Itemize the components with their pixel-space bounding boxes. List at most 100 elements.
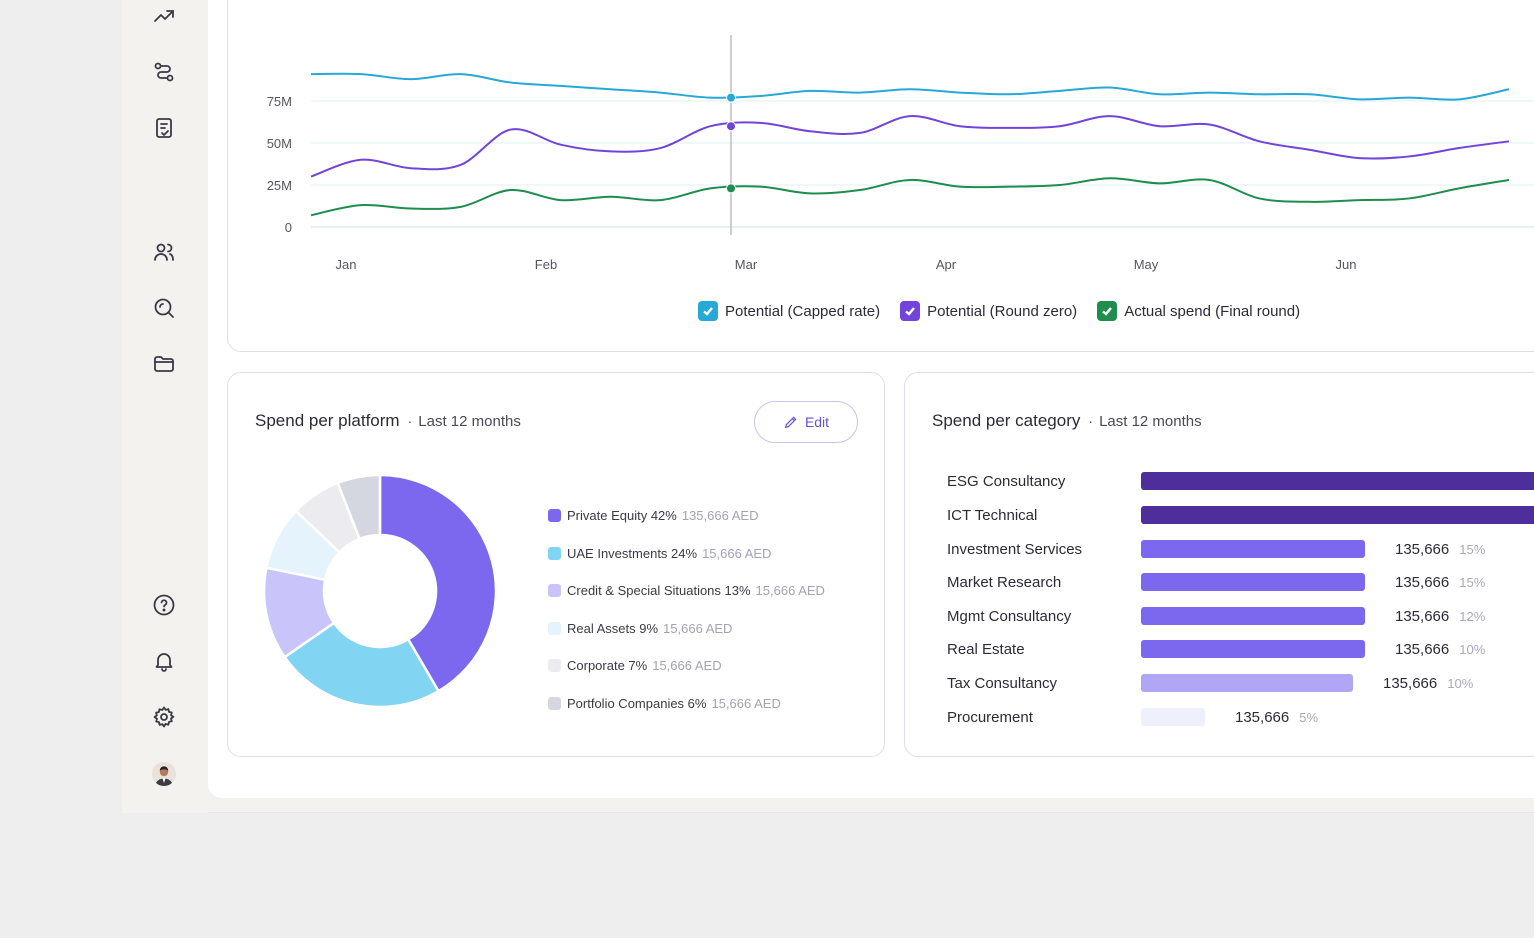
avatar[interactable] [152, 762, 176, 786]
pencil-icon [784, 416, 797, 429]
legend-swatch [548, 621, 561, 635]
category-bar[interactable] [1141, 640, 1365, 658]
platform-donut-chart [262, 473, 498, 709]
legend-checkbox[interactable]: Actual spend (Final round) [1097, 301, 1300, 321]
help-icon[interactable] [150, 591, 178, 619]
category-row: Real Estate 135,666 10% [947, 639, 1534, 659]
category-bar[interactable] [1141, 472, 1534, 490]
category-card-title: Spend per category · Last 12 months [932, 411, 1202, 431]
settings-icon[interactable] [150, 703, 178, 731]
main-content: 0 25M 50M 75M Jan Feb Mar Apr May Jun Potential (… [208, 0, 1534, 798]
series-line [310, 177, 1510, 217]
donut-slice[interactable] [282, 621, 441, 709]
category-value: 135,666 [1395, 607, 1450, 625]
legend-label: UAE Investments 24% [567, 545, 698, 561]
spend-line-chart: 0 25M 50M 75M Jan Feb Mar Apr May Jun [267, 35, 1534, 272]
title-separator: · [407, 413, 413, 429]
edit-button[interactable]: Edit [754, 401, 858, 443]
users-icon[interactable] [150, 238, 178, 266]
platform-legend: Private Equity 42% 135,666 AED UAE Investm… [548, 497, 825, 722]
document-check-icon[interactable] [150, 114, 178, 142]
category-percent: 10% [1447, 675, 1474, 691]
category-label: Tax Consultancy [947, 674, 1058, 692]
y-tick-label: 75M [267, 94, 292, 109]
legend-amount: 15,666 AED [652, 658, 722, 674]
bell-icon[interactable] [150, 647, 178, 675]
x-tick-label: Apr [936, 257, 957, 272]
category-value: 135,666 [1235, 708, 1290, 726]
platform-legend-item: Private Equity 42% 135,666 AED [548, 497, 825, 535]
category-label: Market Research [947, 573, 1062, 591]
platform-card-title: Spend per platform · Last 12 months [255, 411, 521, 431]
category-bar[interactable] [1141, 708, 1205, 726]
category-label: Procurement [947, 708, 1033, 726]
spend-per-platform-card: Spend per platform · Last 12 months Edit P… [227, 372, 885, 757]
legend-swatch [548, 659, 561, 673]
category-label: Real Estate [947, 640, 1025, 658]
legend-amount: 15,666 AED [755, 583, 825, 599]
category-bar[interactable] [1141, 573, 1365, 591]
legend-label: Corporate 7% [567, 658, 648, 674]
category-percent: 15% [1459, 574, 1486, 590]
trending-up-icon[interactable] [150, 2, 178, 30]
legend-checkbox[interactable]: Potential (Capped rate) [698, 301, 880, 321]
title-separator: · [1088, 413, 1094, 429]
category-bar[interactable] [1141, 506, 1534, 524]
category-percent: 15% [1459, 541, 1486, 557]
x-tick-label: Mar [735, 257, 758, 272]
sidebar [122, 0, 208, 813]
legend-checkbox[interactable]: Potential (Round zero) [900, 301, 1077, 321]
x-tick-label: Jan [336, 257, 357, 272]
category-bar[interactable] [1141, 674, 1353, 692]
legend-swatch [548, 546, 561, 560]
category-row: ESG Consultancy [947, 471, 1534, 491]
series-line [310, 115, 1510, 178]
category-row: Mgmt Consultancy 135,666 12% [947, 606, 1534, 626]
legend-swatch [548, 696, 561, 710]
category-label: ESG Consultancy [947, 472, 1066, 490]
category-bar[interactable] [1141, 607, 1365, 625]
edit-button-label: Edit [804, 414, 830, 430]
route-icon[interactable] [150, 58, 178, 86]
checkbox-icon [1097, 301, 1118, 321]
spend-trend-card: 0 25M 50M 75M Jan Feb Mar Apr May Jun Potential (… [227, 0, 1534, 352]
category-value: 135,666 [1395, 540, 1450, 558]
legend-amount: 15,666 AED [711, 695, 781, 711]
legend-label: Potential (Capped rate) [725, 302, 881, 320]
category-bar[interactable] [1141, 540, 1365, 558]
legend-label: Private Equity 42% [567, 508, 677, 524]
spend-per-category-card: Spend per category · Last 12 months ESG Co… [904, 372, 1534, 757]
legend-swatch [548, 584, 561, 598]
x-tick-label: Feb [535, 257, 557, 272]
category-value: 135,666 [1383, 674, 1438, 692]
legend-label: Actual spend (Final round) [1124, 302, 1301, 320]
donut-slice[interactable] [336, 473, 382, 541]
x-tick-label: Jun [1336, 257, 1357, 272]
folder-icon[interactable] [150, 350, 178, 378]
category-label: Investment Services [947, 540, 1083, 558]
category-title: Spend per category [932, 411, 1081, 430]
platform-title: Spend per platform [255, 411, 400, 430]
platform-legend-item: Portfolio Companies 6% 15,666 AED [548, 685, 825, 723]
platform-legend-item: UAE Investments 24% 15,666 AED [548, 535, 825, 573]
legend-amount: 15,666 AED [702, 545, 772, 561]
category-label: ICT Technical [947, 506, 1038, 524]
category-row: Procurement 135,666 5% [947, 707, 1534, 727]
series-line [310, 72, 1510, 101]
legend-swatch [548, 509, 561, 523]
y-tick-label: 50M [267, 136, 292, 151]
hover-point [726, 92, 736, 103]
line-chart-legend: Potential (Capped rate) Potential (Round … [698, 301, 1300, 321]
category-row: Market Research 135,666 15% [947, 572, 1534, 592]
hover-point [726, 183, 736, 194]
x-tick-label: May [1134, 257, 1159, 272]
category-label: Mgmt Consultancy [947, 607, 1072, 625]
legend-amount: 15,666 AED [663, 620, 733, 636]
search-icon[interactable] [150, 294, 178, 322]
legend-label: Portfolio Companies 6% [567, 695, 707, 711]
platform-legend-item: Corporate 7% 15,666 AED [548, 647, 825, 685]
category-percent: 5% [1299, 709, 1319, 725]
donut-slice[interactable] [378, 473, 498, 693]
legend-amount: 135,666 AED [681, 508, 759, 524]
platform-legend-item: Credit & Special Situations 13% 15,666 AE… [548, 572, 825, 610]
